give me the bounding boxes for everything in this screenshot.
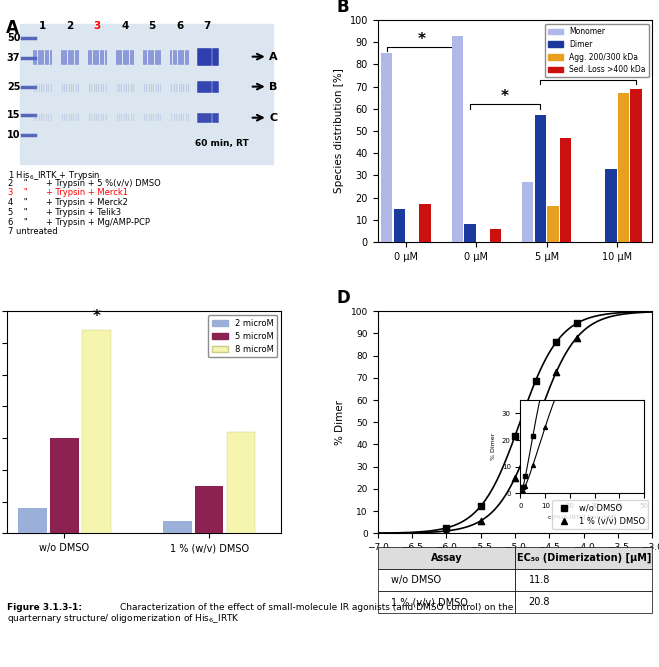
Text: D: D (336, 289, 350, 307)
Bar (82, 330, 111, 534)
Text: C: C (269, 113, 277, 123)
Text: 7: 7 (204, 21, 211, 31)
Bar (534, 115, 546, 242)
Point (530, 376, 541, 386)
Point (571, 332, 582, 343)
Bar (605, 169, 617, 242)
Bar (393, 209, 405, 242)
Bar (617, 93, 629, 242)
Bar (522, 182, 533, 242)
Text: Characterization of the effect of small-molecule IR agonists (and DMSO control) : Characterization of the effect of small-… (119, 602, 513, 612)
Point (551, 337, 561, 348)
Point (475, 501, 486, 512)
Text: *: * (585, 65, 592, 80)
Text: B: B (336, 0, 349, 15)
Text: quarternary structure/ oligomerization of His$_6$_IRTK: quarternary structure/ oligomerization o… (7, 612, 239, 626)
Bar (50, 438, 79, 534)
Bar (227, 432, 255, 534)
Text: 7 untreated: 7 untreated (8, 227, 57, 236)
Bar (163, 521, 192, 534)
Bar (18, 508, 47, 534)
Text: 6: 6 (176, 21, 183, 31)
Point (475, 516, 486, 526)
X-axis label: log c(His₆-IRTK) [M]: log c(His₆-IRTK) [M] (468, 558, 562, 568)
Bar (381, 53, 393, 242)
Text: A: A (269, 51, 277, 61)
Text: A: A (6, 19, 19, 37)
Text: 3    "       + Trypsin + Merck1: 3 " + Trypsin + Merck1 (8, 188, 128, 197)
Legend: w/o DMSO, 1 % (v/v) DMSO: w/o DMSO, 1 % (v/v) DMSO (552, 500, 648, 529)
Text: 1 His$_6$_IRTK + Trypsin: 1 His$_6$_IRTK + Trypsin (8, 169, 101, 181)
Legend: 2 microM, 5 microM, 8 microM: 2 microM, 5 microM, 8 microM (208, 315, 277, 358)
Text: 1: 1 (39, 21, 46, 31)
Text: 3: 3 (94, 21, 101, 31)
Point (509, 431, 520, 442)
Text: Figure 3.1.3-1:: Figure 3.1.3-1: (7, 602, 85, 612)
Point (509, 472, 520, 483)
Bar (20, 25, 273, 164)
Point (441, 526, 451, 536)
Point (551, 367, 561, 378)
Bar (560, 137, 571, 242)
Bar (451, 35, 463, 242)
Text: 4    "       + Trypsin + Merck2: 4 " + Trypsin + Merck2 (8, 198, 128, 207)
Text: 15: 15 (7, 111, 20, 121)
Bar (631, 89, 642, 242)
Bar (195, 486, 223, 534)
Text: 4: 4 (121, 21, 129, 31)
Text: *: * (501, 89, 509, 104)
Text: 2: 2 (66, 21, 73, 31)
Y-axis label: Species distribution [%]: Species distribution [%] (334, 69, 344, 193)
Point (441, 523, 451, 534)
Text: 6    "       + Trypsin + Mg/AMP-PCP: 6 " + Trypsin + Mg/AMP-PCP (8, 217, 150, 227)
Legend: Monomer, Dimer, Agg. 200/300 kDa, Sed. Loss >400 kDa: Monomer, Dimer, Agg. 200/300 kDa, Sed. L… (544, 24, 648, 77)
Text: *: * (92, 309, 100, 324)
Point (530, 420, 541, 431)
Bar (548, 207, 559, 242)
Text: B: B (269, 81, 277, 91)
Bar (464, 224, 476, 242)
Text: 60 min, RT: 60 min, RT (194, 139, 248, 148)
Bar (490, 229, 501, 242)
Text: 25: 25 (7, 81, 20, 91)
Text: 50: 50 (7, 33, 20, 43)
Text: 2    "       + Trypsin + 5 %(v/v) DMSO: 2 " + Trypsin + 5 %(v/v) DMSO (8, 179, 161, 187)
Text: 5: 5 (149, 21, 156, 31)
Bar (419, 204, 430, 242)
Point (571, 318, 582, 329)
Text: 37: 37 (7, 53, 20, 63)
Text: *: * (418, 31, 426, 47)
Y-axis label: % Dimer: % Dimer (335, 400, 345, 445)
Text: 10: 10 (7, 131, 20, 141)
Text: 5    "       + Trypsin + Telik3: 5 " + Trypsin + Telik3 (8, 208, 121, 217)
